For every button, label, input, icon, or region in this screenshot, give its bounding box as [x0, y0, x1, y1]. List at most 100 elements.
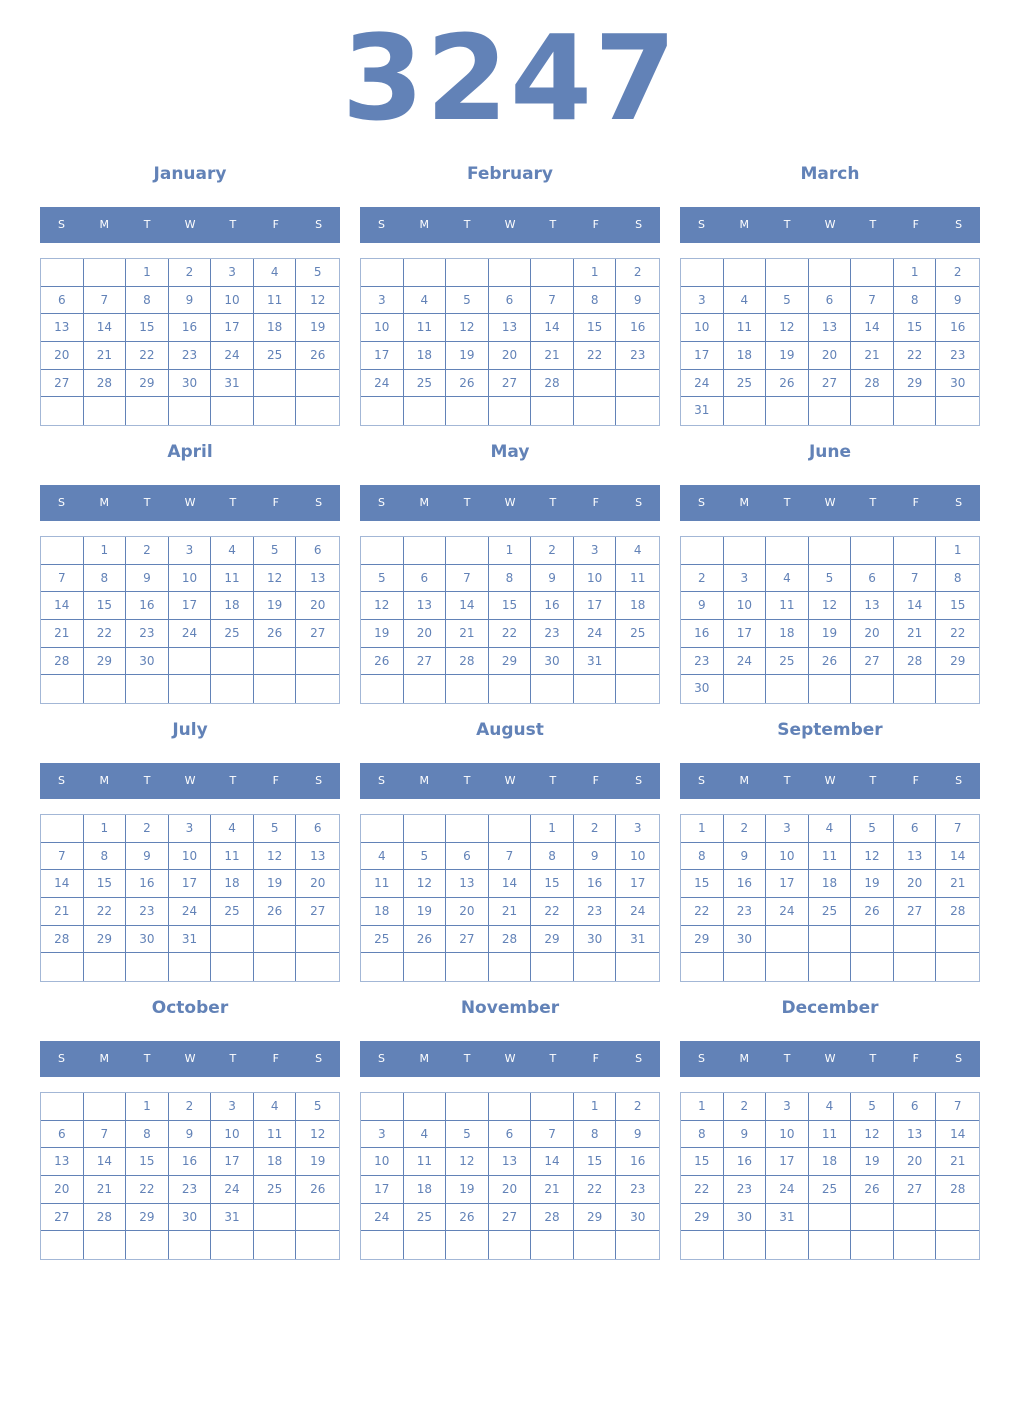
day-cell: 28	[446, 647, 489, 676]
day-cell: 20	[41, 341, 84, 370]
day-cell: 7	[531, 286, 574, 315]
day-cell: 26	[808, 647, 852, 676]
day-cell: 4	[253, 259, 297, 287]
day-cell	[488, 815, 532, 843]
day-cell: 22	[681, 897, 724, 926]
weekday-label: F	[592, 774, 599, 787]
day-cell	[296, 953, 339, 981]
day-cell: 24	[723, 647, 767, 676]
day-cell: 7	[41, 842, 84, 871]
day-cell: 11	[723, 314, 767, 342]
day-cell: 20	[403, 619, 447, 648]
day-cell	[531, 397, 574, 425]
day-cell: 8	[83, 564, 127, 593]
month-name: September	[777, 720, 883, 740]
day-cell	[83, 259, 127, 287]
day-cell: 28	[531, 369, 574, 398]
day-cell: 26	[446, 1203, 489, 1232]
day-cell: 29	[531, 925, 574, 954]
day-cell: 3	[573, 537, 617, 565]
weekday-label: M	[99, 496, 110, 509]
day-cell: 10	[766, 842, 809, 871]
day-cell: 1	[126, 259, 169, 287]
day-cell: 15	[893, 314, 937, 342]
day-cell	[851, 1203, 894, 1232]
day-cell: 16	[681, 619, 724, 648]
day-cell	[211, 647, 254, 676]
weekday-label: S	[315, 218, 323, 231]
day-cell: 26	[851, 897, 894, 926]
weekday-label: S	[377, 218, 385, 231]
day-cell: 26	[403, 925, 447, 954]
day-cell: 5	[851, 1093, 894, 1121]
day-cell: 27	[488, 369, 532, 398]
day-cell: 29	[83, 925, 127, 954]
day-cell	[403, 1093, 447, 1121]
weekday-label: T	[549, 1052, 557, 1065]
day-cell: 31	[168, 925, 212, 954]
day-cell: 13	[851, 592, 894, 620]
day-cell: 6	[808, 286, 852, 315]
day-cell: 14	[531, 1148, 574, 1176]
day-cell	[809, 1231, 852, 1259]
day-cell: 15	[488, 592, 532, 620]
day-cell: 29	[936, 648, 979, 676]
day-cell: 10	[766, 1120, 809, 1149]
weekday-label: T	[549, 218, 557, 231]
weekday-label: F	[912, 218, 919, 231]
day-cell: 26	[296, 1176, 339, 1204]
month-name: August	[476, 720, 544, 740]
weekday-label: F	[592, 218, 599, 231]
day-cell	[126, 953, 169, 981]
day-cell: 21	[851, 341, 894, 370]
day-cell: 29	[83, 647, 127, 676]
day-cell: 8	[488, 564, 532, 593]
day-cell: 23	[723, 897, 767, 926]
day-grid: 1 2 3 4 5 6 7 8 9 10 11 12 13 14 15 16 17 18 19 20 21 22 23 24 2…	[680, 536, 980, 704]
day-cell: 27	[488, 1203, 532, 1232]
day-cell	[616, 675, 659, 703]
day-cell: 1	[573, 259, 617, 287]
day-cell: 30	[723, 925, 767, 954]
day-cell: 17	[168, 870, 212, 898]
day-cell: 1	[531, 815, 574, 843]
day-cell	[361, 1231, 404, 1259]
day-cell: 21	[83, 1175, 127, 1204]
month-name: February	[466, 164, 554, 184]
day-cell	[808, 259, 852, 287]
day-cell: 13	[488, 314, 532, 342]
day-cell	[41, 1093, 84, 1121]
day-cell: 2	[168, 259, 212, 287]
day-cell: 18	[211, 870, 254, 898]
day-cell: 14	[936, 1121, 979, 1149]
day-cell	[851, 537, 894, 565]
weekday-label: S	[377, 496, 385, 509]
day-cell: 31	[211, 369, 254, 398]
day-cell: 15	[126, 314, 169, 342]
weekday-label: T	[549, 774, 557, 787]
day-cell: 5	[296, 259, 339, 287]
day-cell: 23	[616, 1176, 659, 1204]
day-cell: 25	[723, 369, 767, 398]
day-cell	[616, 397, 659, 425]
day-cell	[574, 1231, 617, 1259]
day-cell	[254, 1231, 297, 1259]
day-cell	[893, 925, 937, 954]
day-cell: 27	[851, 647, 894, 676]
day-cell: 3	[766, 1093, 809, 1121]
day-cell	[361, 537, 404, 565]
day-cell: 14	[83, 1148, 127, 1176]
day-grid: 1 2 3 4 5 6 7 8 9 10 11 12 13 14 15 16 17 18 19 20 21 22 23 24 2…	[360, 258, 660, 426]
day-cell: 13	[41, 1148, 84, 1176]
day-cell: 29	[681, 925, 724, 954]
day-cell: 20	[446, 897, 489, 926]
day-cell: 19	[253, 592, 297, 620]
day-cell: 15	[83, 592, 127, 620]
day-cell: 6	[296, 537, 339, 565]
day-cell	[254, 953, 297, 981]
day-cell: 17	[681, 341, 724, 370]
day-cell: 25	[616, 620, 659, 648]
day-cell: 23	[723, 1175, 767, 1204]
day-cell	[573, 369, 617, 398]
